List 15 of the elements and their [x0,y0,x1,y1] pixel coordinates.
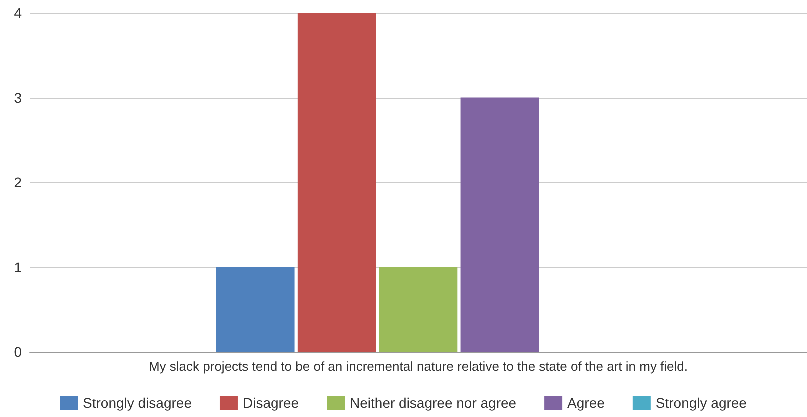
legend-label: Agree [568,395,606,411]
bar [216,267,295,352]
legend-label: Strongly agree [656,395,748,411]
bar [298,13,376,352]
legend-label: Neither disagree nor agree [350,395,517,411]
y-tick-label: 4 [14,5,22,21]
x-tick-label: My slack projects tend to be of an incremental nature relative to the state of the art in my field. [148,359,688,374]
bar [460,98,540,352]
bar [379,267,458,352]
legend-label: Disagree [242,395,300,411]
y-tick-label: 2 [14,174,22,190]
y-tick-label: 0 [14,344,22,360]
y-tick-label: 3 [14,90,22,106]
y-tick-label: 1 [14,259,22,276]
legend-label: Strongly disagree [83,395,192,411]
